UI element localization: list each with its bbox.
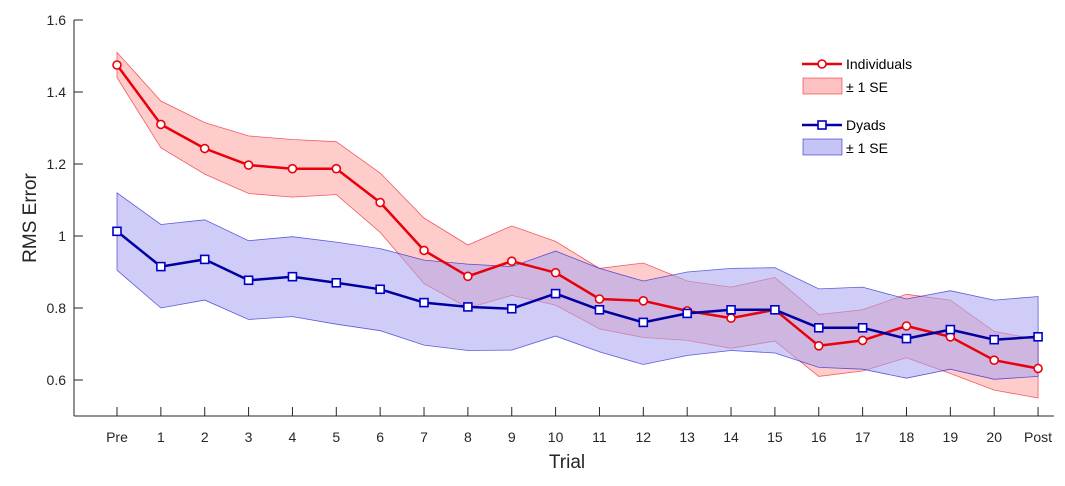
individuals-point-9: [506, 256, 517, 267]
dyads-line: [116, 230, 1039, 341]
x-tick-label: 13: [679, 429, 695, 445]
x-tick-label: 20: [986, 429, 1002, 445]
y-tick-label: 1.4: [47, 84, 67, 100]
individuals-point-2: [199, 143, 210, 154]
dyads-point-18: [901, 333, 912, 344]
legend-individuals-band-swatch: [802, 77, 843, 95]
x-tick-label: 14: [723, 429, 739, 445]
x-tick-label: 9: [508, 429, 516, 445]
y-tick-label: 1.6: [47, 12, 67, 28]
individuals-point-12: [638, 295, 649, 306]
y-tick-label: 0.8: [47, 300, 67, 316]
x-tick-label: 18: [899, 429, 915, 445]
legend-dyads-band-label: ± 1 SE: [846, 140, 888, 156]
dyads-point-8: [463, 302, 473, 312]
individuals-point-4: [287, 163, 298, 174]
legend-dyads-band-swatch: [802, 138, 843, 156]
error-bands: [116, 51, 1039, 399]
y-tick-label: 0.6: [47, 372, 67, 388]
dyads-point-11: [594, 304, 605, 315]
individuals-point-18: [901, 321, 912, 331]
x-tick-label: 19: [943, 429, 959, 445]
dyads-point-16: [813, 322, 824, 333]
x-tick-label: 8: [464, 429, 472, 445]
y-tick-label: 1: [58, 228, 66, 244]
x-tick-label: 1: [157, 429, 165, 445]
legend-dyads-label: Dyads: [846, 117, 886, 133]
dyads-point-post: [1033, 331, 1043, 342]
y-axis-title: RMS Error: [20, 172, 41, 262]
dyads-point-15: [770, 304, 780, 315]
dyads-point-2: [199, 254, 210, 265]
dyads-point-1: [156, 261, 166, 272]
dyads-point-9: [506, 303, 517, 314]
dyads-point-20: [989, 334, 1000, 345]
dyads-point-19: [945, 324, 956, 335]
individuals-point-pre: [112, 60, 122, 70]
x-tick-label: 12: [636, 429, 652, 445]
y-tick-label: 1.2: [47, 156, 67, 172]
x-tick-label: Pre: [106, 429, 128, 445]
individuals-point-5: [331, 163, 342, 174]
x-tick-label: 5: [332, 429, 340, 445]
dyads-point-10: [550, 288, 561, 299]
x-tick-label: 17: [855, 429, 871, 445]
individuals-point-10: [550, 267, 561, 278]
individuals-point-7: [419, 245, 429, 256]
legend-individuals-label: Individuals: [846, 56, 912, 72]
dyads-point-17: [857, 322, 868, 333]
dyads-point-3: [243, 275, 254, 286]
x-tick-label: 7: [420, 429, 428, 445]
x-tick-label: 10: [548, 429, 564, 445]
dyads-point-13: [682, 308, 692, 319]
dyads-point-pre: [112, 226, 122, 237]
x-tick-label: Post: [1024, 429, 1052, 445]
individuals-point-post: [1033, 363, 1043, 374]
x-axis-title: Trial: [549, 452, 585, 473]
x-tick-label: 16: [811, 429, 827, 445]
x-tick-label: 2: [201, 429, 209, 445]
x-tick-label: 3: [245, 429, 253, 445]
x-tick-label: 6: [376, 429, 384, 445]
individuals-point-3: [243, 160, 254, 170]
x-tick-label: 15: [767, 429, 783, 445]
dyads-point-7: [419, 297, 429, 308]
x-tick-label: 11: [592, 429, 607, 445]
legend-individuals-band-label: ± 1 SE: [846, 79, 888, 95]
individuals-point-6: [375, 197, 385, 208]
individuals-point-14: [726, 313, 736, 323]
legend: Individuals ± 1 SE Dyads ± 1 SE: [802, 56, 912, 156]
individuals-point-16: [813, 340, 824, 351]
individuals-point-20: [989, 355, 1000, 366]
legend-dyads-marker: [817, 120, 827, 130]
dyads-point-6: [375, 284, 385, 295]
dyads-point-14: [726, 304, 736, 315]
dyads-point-5: [331, 277, 342, 288]
individuals-point-1: [156, 119, 166, 130]
dyads-point-12: [638, 317, 649, 328]
x-tick-label: 4: [289, 429, 297, 445]
dyads-point-4: [287, 271, 298, 282]
individuals-point-17: [857, 335, 868, 346]
series-lines: [115, 64, 1039, 370]
individuals-point-8: [463, 271, 473, 282]
series-markers: [112, 60, 1043, 374]
individuals-point-11: [594, 294, 605, 304]
legend-individuals-marker: [817, 59, 827, 69]
